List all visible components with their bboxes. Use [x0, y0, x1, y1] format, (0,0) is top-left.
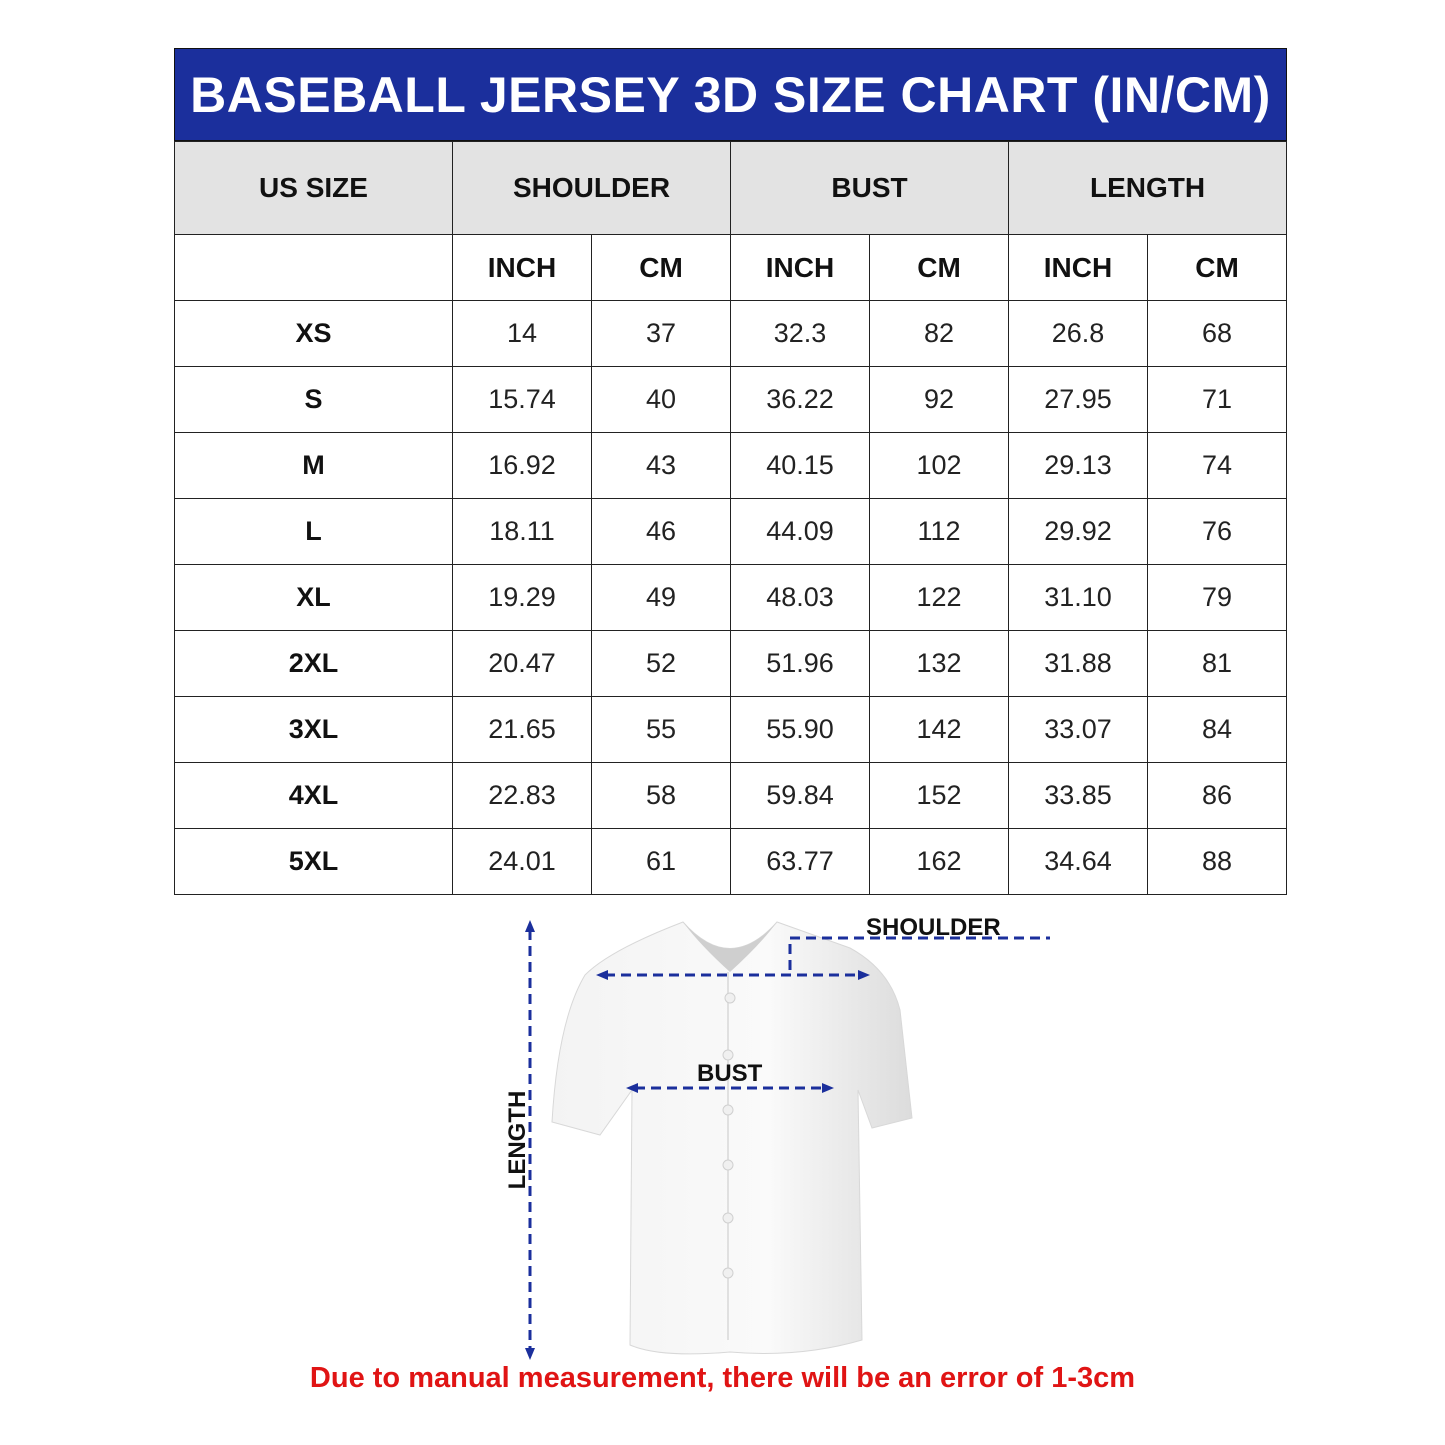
- value-cell: 74: [1147, 432, 1288, 499]
- value-cell: 31.88: [1008, 630, 1149, 697]
- table-row: 3XL 21.65 55 55.90 142 33.07 84: [174, 696, 1288, 763]
- value-cell: 40: [591, 366, 731, 433]
- value-cell: 22.83: [452, 762, 592, 829]
- size-cell: M: [174, 432, 453, 499]
- value-cell: 82: [868, 300, 1010, 367]
- jersey-shape: [551, 921, 913, 1355]
- value-cell: 21.65: [452, 696, 592, 763]
- value-cell: 24.01: [452, 828, 592, 895]
- header-length: LENGTH: [1008, 141, 1288, 235]
- value-cell: 162: [868, 828, 1010, 895]
- value-cell: 92: [868, 366, 1010, 433]
- value-cell: 26.8: [1008, 300, 1149, 367]
- value-cell: 61: [591, 828, 731, 895]
- header-row: US SIZE SHOULDER BUST LENGTH: [174, 141, 1288, 235]
- jersey-diagram: SHOULDER BUST LENGTH: [0, 900, 1445, 1370]
- value-cell: 44.09: [730, 498, 870, 565]
- value-cell: 68: [1147, 300, 1288, 367]
- size-table: US SIZE SHOULDER BUST LENGTH INCH CM INC…: [174, 141, 1288, 895]
- value-cell: 55.90: [730, 696, 870, 763]
- value-cell: 58: [591, 762, 731, 829]
- table-row: 4XL 22.83 58 59.84 152 33.85 86: [174, 762, 1288, 829]
- size-cell: 4XL: [174, 762, 453, 829]
- value-cell: 18.11: [452, 498, 592, 565]
- header-shoulder: SHOULDER: [452, 141, 731, 235]
- size-cell: 5XL: [174, 828, 453, 895]
- value-cell: 29.92: [1008, 498, 1149, 565]
- size-cell: S: [174, 366, 453, 433]
- value-cell: 112: [868, 498, 1010, 565]
- value-cell: 49: [591, 564, 731, 631]
- value-cell: 14: [452, 300, 592, 367]
- value-cell: 51.96: [730, 630, 870, 697]
- value-cell: 43: [591, 432, 731, 499]
- value-cell: 29.13: [1008, 432, 1149, 499]
- table-row: XS 14 37 32.3 82 26.8 68: [174, 300, 1288, 367]
- table-row: XL 19.29 49 48.03 122 31.10 79: [174, 564, 1288, 631]
- value-cell: 27.95: [1008, 366, 1149, 433]
- shoulder-label: SHOULDER: [866, 914, 1001, 941]
- size-chart: BASEBALL JERSEY 3D SIZE CHART (IN/CM) US…: [174, 48, 1288, 895]
- value-cell: 48.03: [730, 564, 870, 631]
- size-cell: L: [174, 498, 453, 565]
- unit-row: INCH CM INCH CM INCH CM: [174, 234, 1288, 301]
- size-cell: XS: [174, 300, 453, 367]
- value-cell: 79: [1147, 564, 1288, 631]
- value-cell: 102: [868, 432, 1010, 499]
- value-cell: 34.64: [1008, 828, 1149, 895]
- header-us-size: US SIZE: [174, 141, 453, 235]
- unit-cell: CM: [591, 234, 731, 301]
- value-cell: 20.47: [452, 630, 592, 697]
- unit-cell: INCH: [452, 234, 592, 301]
- value-cell: 37: [591, 300, 731, 367]
- table-row: M 16.92 43 40.15 102 29.13 74: [174, 432, 1288, 499]
- bust-label: BUST: [697, 1060, 763, 1087]
- unit-cell: CM: [868, 234, 1010, 301]
- size-cell: 3XL: [174, 696, 453, 763]
- value-cell: 33.07: [1008, 696, 1149, 763]
- value-cell: 16.92: [452, 432, 592, 499]
- length-label: LENGTH: [504, 1090, 531, 1190]
- value-cell: 32.3: [730, 300, 870, 367]
- value-cell: 71: [1147, 366, 1288, 433]
- value-cell: 46: [591, 498, 731, 565]
- value-cell: 76: [1147, 498, 1288, 565]
- shoulder-leader: [788, 936, 1050, 970]
- value-cell: 55: [591, 696, 731, 763]
- value-cell: 122: [868, 564, 1010, 631]
- value-cell: 52: [591, 630, 731, 697]
- value-cell: 86: [1147, 762, 1288, 829]
- value-cell: 88: [1147, 828, 1288, 895]
- value-cell: 19.29: [452, 564, 592, 631]
- size-cell: XL: [174, 564, 453, 631]
- size-cell: 2XL: [174, 630, 453, 697]
- value-cell: 142: [868, 696, 1010, 763]
- value-cell: 84: [1147, 696, 1288, 763]
- unit-cell: INCH: [1008, 234, 1149, 301]
- unit-cell: CM: [1147, 234, 1288, 301]
- value-cell: 81: [1147, 630, 1288, 697]
- value-cell: 132: [868, 630, 1010, 697]
- value-cell: 15.74: [452, 366, 592, 433]
- value-cell: 59.84: [730, 762, 870, 829]
- value-cell: 33.85: [1008, 762, 1149, 829]
- unit-cell: INCH: [730, 234, 870, 301]
- value-cell: 63.77: [730, 828, 870, 895]
- unit-blank: [174, 234, 453, 301]
- measurement-note: Due to manual measurement, there will be…: [309, 1362, 1136, 1394]
- table-row: L 18.11 46 44.09 112 29.92 76: [174, 498, 1288, 565]
- header-bust: BUST: [729, 141, 1010, 235]
- jersey-illustration: [525, 920, 1050, 1360]
- table-row: 2XL 20.47 52 51.96 132 31.88 81: [174, 630, 1288, 697]
- value-cell: 31.10: [1008, 564, 1149, 631]
- table-row: S 15.74 40 36.22 92 27.95 71: [174, 366, 1288, 433]
- value-cell: 36.22: [730, 366, 870, 433]
- table-row: 5XL 24.01 61 63.77 162 34.64 88: [174, 828, 1288, 895]
- chart-title: BASEBALL JERSEY 3D SIZE CHART (IN/CM): [174, 48, 1287, 141]
- value-cell: 152: [868, 762, 1010, 829]
- value-cell: 40.15: [730, 432, 870, 499]
